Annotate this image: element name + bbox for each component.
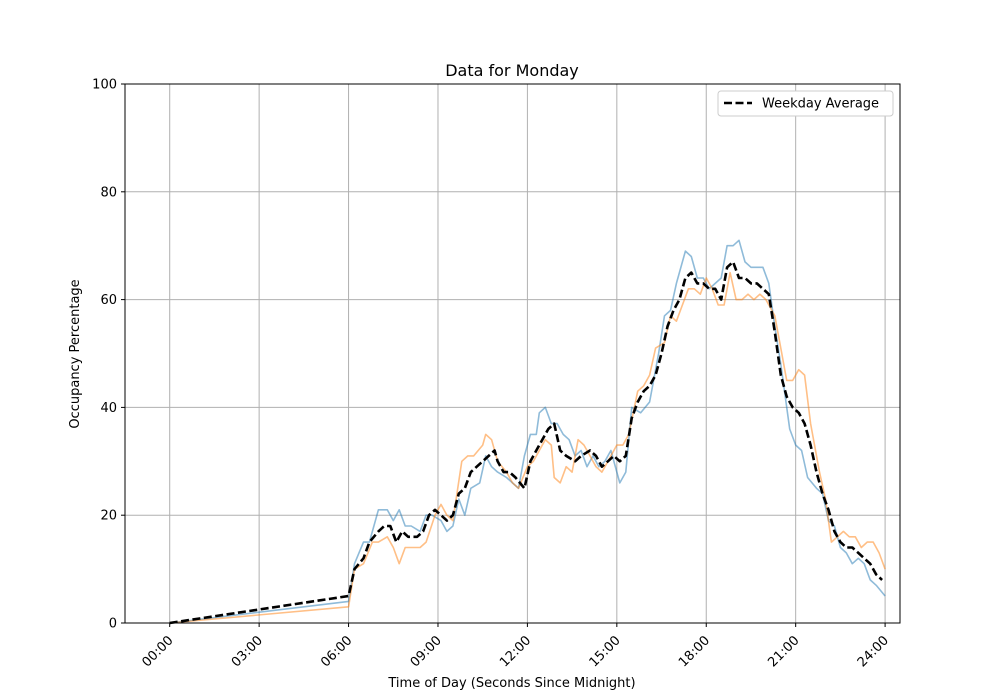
y-tick-label: 100 [92,78,117,93]
legend-label-weekday-average: Weekday Average [762,97,879,112]
series-line-1 [169,239,886,624]
plot-frame [124,83,901,624]
y-tick-label: 0 [109,617,117,632]
legend: Weekday Average [717,90,894,117]
y-tick-label: 40 [100,401,117,416]
y-tick-label: 20 [100,509,117,524]
series-line-2 [169,271,886,624]
y-tick-label: 80 [100,185,117,200]
legend-box [717,90,894,117]
y-axis-ticks: 0 20 40 60 80 100 [92,78,125,632]
series-lines [169,239,886,625]
y-axis-label: Occupancy Percentage [68,279,83,428]
x-axis-label: Time of Day (Seconds Since Midnight) [387,676,635,691]
y-tick-label: 60 [100,293,117,308]
chart-title: Data for Monday [445,61,579,80]
series-line-weekday-average [169,260,883,625]
